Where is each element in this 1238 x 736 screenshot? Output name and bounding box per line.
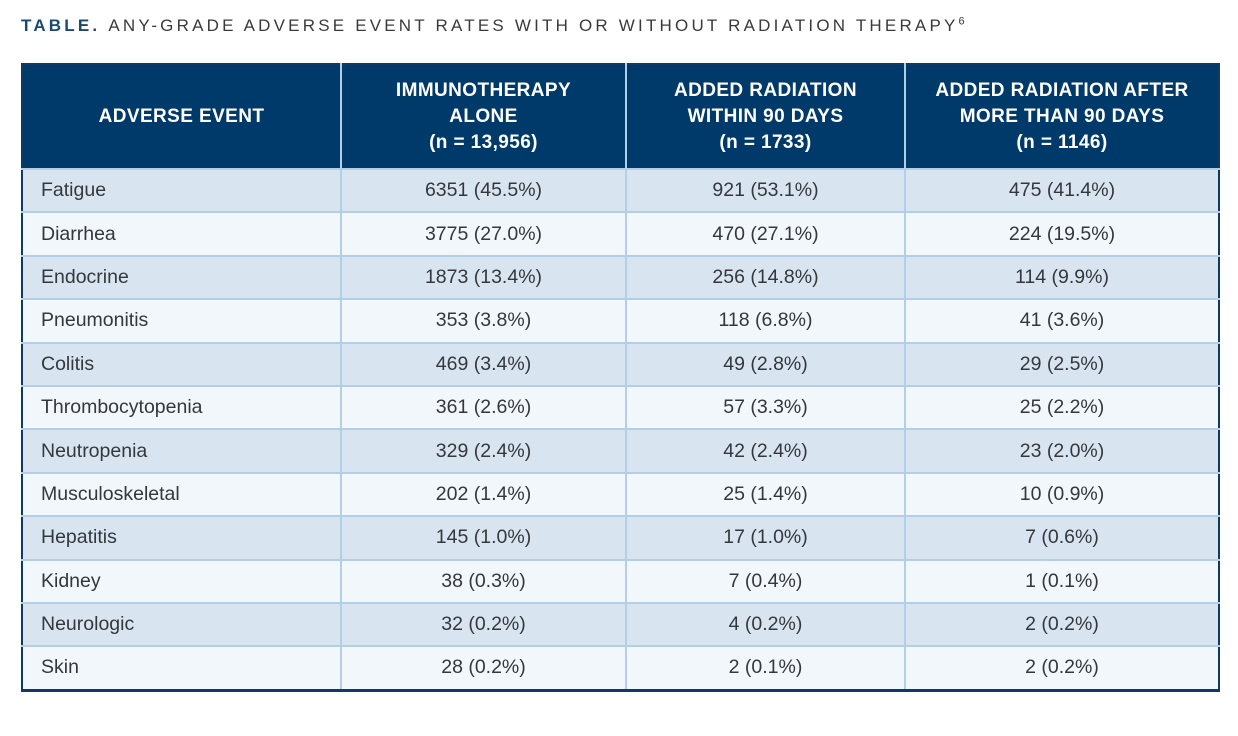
header-label: ADVERSE EVENT <box>98 105 265 127</box>
table-row-pneumonitis: Pneumonitis 353 (3.8%) 118 (6.8%) 41 (3.… <box>22 299 1219 344</box>
value-cell: 7 (0.6%) <box>904 516 1219 561</box>
value-cell: 4 (0.2%) <box>625 602 905 648</box>
value-cell: 29 (2.5%) <box>904 342 1219 387</box>
header-label-line1: IMMUNOTHERAPY <box>395 79 572 101</box>
value-cell: 921 (53.1%) <box>625 169 905 214</box>
table-title-text: ANY-GRADE ADVERSE EVENT RATES WITH OR WI… <box>108 16 959 35</box>
value-cell: 475 (41.4%) <box>904 169 1219 214</box>
value-cell: 2 (0.2%) <box>904 646 1219 691</box>
value-cell: 1 (0.1%) <box>904 559 1219 604</box>
table-row-diarrhea: Diarrhea 3775 (27.0%) 470 (27.1%) 224 (1… <box>22 212 1219 257</box>
value-cell: 114 (9.9%) <box>904 255 1219 301</box>
table-title-prefix: TABLE. <box>21 16 101 35</box>
header-n-count: (n = 13,956) <box>429 131 538 153</box>
value-cell: 7 (0.4%) <box>625 559 905 604</box>
adverse-event-cell: Neurologic <box>22 602 341 648</box>
value-cell: 118 (6.8%) <box>625 299 905 344</box>
header-n-count: (n = 1146) <box>1016 131 1108 153</box>
value-cell: 25 (2.2%) <box>904 385 1219 431</box>
value-cell: 256 (14.8%) <box>625 255 905 301</box>
value-cell: 57 (3.3%) <box>625 385 905 431</box>
table-row-neurologic: Neurologic 32 (0.2%) 4 (0.2%) 2 (0.2%) <box>22 602 1219 648</box>
table-row-skin: Skin 28 (0.2%) 2 (0.1%) 2 (0.2%) <box>22 646 1219 691</box>
table-title-reference: 6 <box>958 15 965 28</box>
value-cell: 202 (1.4%) <box>340 472 626 518</box>
value-cell: 32 (0.2%) <box>340 602 626 648</box>
value-cell: 145 (1.0%) <box>340 516 626 561</box>
value-cell: 361 (2.6%) <box>340 385 626 431</box>
header-label-line1: ADDED RADIATION <box>674 79 857 101</box>
value-cell: 2 (0.2%) <box>904 602 1219 648</box>
value-cell: 470 (27.1%) <box>625 212 905 257</box>
value-cell: 469 (3.4%) <box>340 342 626 387</box>
column-header-adverse-event: ADVERSE EVENT <box>22 64 341 170</box>
value-cell: 6351 (45.5%) <box>340 169 626 214</box>
table-row-kidney: Kidney 38 (0.3%) 7 (0.4%) 1 (0.1%) <box>22 559 1219 604</box>
table-row-endocrine: Endocrine 1873 (13.4%) 256 (14.8%) 114 (… <box>22 255 1219 301</box>
value-cell: 23 (2.0%) <box>904 429 1219 474</box>
header-n-count: (n = 1733) <box>719 131 812 153</box>
header-label-line2: ALONE <box>449 105 518 127</box>
value-cell: 2 (0.1%) <box>625 646 905 691</box>
adverse-event-cell: Kidney <box>22 559 341 604</box>
table-row-colitis: Colitis 469 (3.4%) 49 (2.8%) 29 (2.5%) <box>22 342 1219 387</box>
value-cell: 28 (0.2%) <box>340 646 626 691</box>
column-header-immunotherapy-alone: IMMUNOTHERAPY ALONE (n = 13,956) <box>340 64 626 170</box>
value-cell: 329 (2.4%) <box>340 429 626 474</box>
value-cell: 38 (0.3%) <box>340 559 626 604</box>
value-cell: 42 (2.4%) <box>625 429 905 474</box>
value-cell: 25 (1.4%) <box>625 472 905 518</box>
adverse-event-cell: Musculoskeletal <box>22 472 341 518</box>
adverse-events-table: ADVERSE EVENT IMMUNOTHERAPY ALONE (n = 1… <box>21 63 1220 692</box>
value-cell: 41 (3.6%) <box>904 299 1219 344</box>
adverse-event-cell: Endocrine <box>22 255 341 301</box>
adverse-event-cell: Thrombocytopenia <box>22 385 341 431</box>
header-label-line2: MORE THAN 90 DAYS <box>959 105 1165 127</box>
table-row-neutropenia: Neutropenia 329 (2.4%) 42 (2.4%) 23 (2.0… <box>22 429 1219 474</box>
value-cell: 49 (2.8%) <box>625 342 905 387</box>
header-label-line1: ADDED RADIATION AFTER <box>935 79 1189 101</box>
value-cell: 1873 (13.4%) <box>340 255 626 301</box>
value-cell: 17 (1.0%) <box>625 516 905 561</box>
adverse-event-cell: Diarrhea <box>22 212 341 257</box>
table-row-fatigue: Fatigue 6351 (45.5%) 921 (53.1%) 475 (41… <box>22 169 1219 214</box>
value-cell: 353 (3.8%) <box>340 299 626 344</box>
table-row-musculoskeletal: Musculoskeletal 202 (1.4%) 25 (1.4%) 10 … <box>22 472 1219 518</box>
table-title: TABLE. ANY-GRADE ADVERSE EVENT RATES WITH… <box>21 16 965 36</box>
table-row-thrombocytopenia: Thrombocytopenia 361 (2.6%) 57 (3.3%) 25… <box>22 385 1219 431</box>
header-label-line2: WITHIN 90 DAYS <box>687 105 844 127</box>
adverse-event-cell: Colitis <box>22 342 341 387</box>
value-cell: 10 (0.9%) <box>904 472 1219 518</box>
column-header-radiation-after-90-days: ADDED RADIATION AFTER MORE THAN 90 DAYS … <box>904 64 1219 170</box>
column-header-radiation-within-90-days: ADDED RADIATION WITHIN 90 DAYS (n = 1733… <box>625 64 905 170</box>
adverse-event-cell: Skin <box>22 646 341 691</box>
header-row: ADVERSE EVENT IMMUNOTHERAPY ALONE (n = 1… <box>22 64 1219 170</box>
adverse-event-cell: Pneumonitis <box>22 299 341 344</box>
value-cell: 224 (19.5%) <box>904 212 1219 257</box>
adverse-event-cell: Fatigue <box>22 169 341 214</box>
table-row-hepatitis: Hepatitis 145 (1.0%) 17 (1.0%) 7 (0.6%) <box>22 516 1219 561</box>
value-cell: 3775 (27.0%) <box>340 212 626 257</box>
adverse-event-cell: Hepatitis <box>22 516 341 561</box>
adverse-event-cell: Neutropenia <box>22 429 341 474</box>
